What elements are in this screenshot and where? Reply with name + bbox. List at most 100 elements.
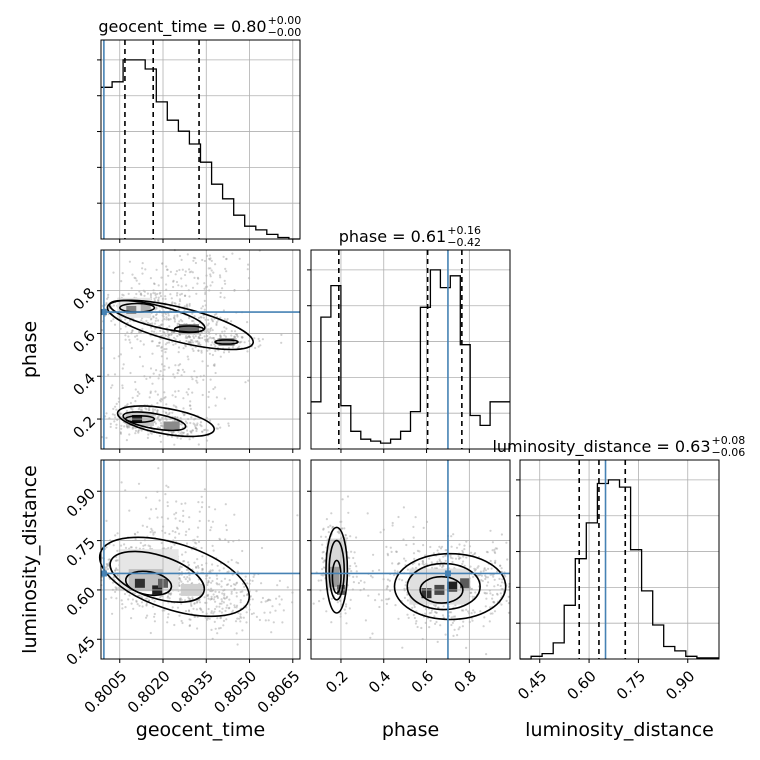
scatter-point bbox=[167, 613, 170, 616]
scatter-point bbox=[221, 592, 224, 595]
scatter-point bbox=[153, 531, 156, 534]
scatter-point bbox=[359, 579, 362, 582]
scatter-point bbox=[166, 596, 169, 599]
contour-line bbox=[214, 339, 239, 345]
scatter-point bbox=[270, 631, 273, 634]
scatter-point bbox=[489, 559, 492, 563]
scatter-point bbox=[112, 271, 115, 274]
scatter-point bbox=[227, 583, 230, 586]
scatter-point bbox=[167, 546, 170, 550]
scatter-point bbox=[137, 431, 140, 434]
scatter-point bbox=[231, 252, 234, 255]
scatter-point bbox=[174, 338, 177, 341]
scatter-point bbox=[213, 363, 216, 366]
scatter-point bbox=[176, 372, 179, 375]
scatter-point bbox=[200, 495, 203, 498]
scatter-point bbox=[436, 640, 439, 644]
scatter-point bbox=[160, 355, 163, 358]
scatter-point bbox=[329, 524, 332, 527]
scatter-point bbox=[341, 527, 344, 530]
scatter-point bbox=[113, 373, 117, 376]
scatter-point bbox=[195, 608, 198, 611]
scatter-point bbox=[112, 304, 115, 307]
scatter-point bbox=[235, 581, 239, 584]
scatter-point bbox=[188, 335, 191, 338]
scatter-point bbox=[105, 412, 108, 415]
scatter-point bbox=[160, 541, 163, 545]
scatter-point bbox=[154, 390, 157, 393]
scatter-point bbox=[178, 303, 181, 306]
scatter-point bbox=[397, 562, 400, 565]
scatter-point bbox=[197, 349, 200, 352]
scatter-point bbox=[218, 583, 221, 586]
scatter-point bbox=[172, 431, 175, 434]
scatter-point bbox=[254, 346, 257, 350]
scatter-point bbox=[171, 606, 174, 609]
scatter-point bbox=[230, 584, 233, 588]
scatter-point bbox=[236, 617, 239, 620]
scatter-point bbox=[201, 568, 204, 571]
scatter-point bbox=[241, 336, 244, 339]
scatter-point bbox=[183, 273, 187, 277]
scatter-point bbox=[197, 526, 200, 529]
scatter-point bbox=[420, 626, 423, 630]
reference-lines bbox=[100, 40, 627, 659]
scatter-point bbox=[201, 555, 204, 558]
scatter-point bbox=[275, 597, 278, 600]
scatter-point bbox=[173, 543, 176, 546]
scatter-point bbox=[119, 431, 122, 434]
scatter-point bbox=[493, 601, 496, 604]
scatter-point bbox=[224, 335, 227, 338]
scatter-point bbox=[321, 551, 324, 554]
scatter-point bbox=[264, 619, 267, 622]
scatter-point bbox=[125, 409, 129, 413]
scatter-point bbox=[157, 299, 160, 302]
scatter-point bbox=[236, 643, 239, 646]
scatter-point bbox=[172, 373, 175, 376]
scatter-point bbox=[403, 557, 406, 560]
scatter-point bbox=[395, 550, 398, 553]
scatter-point bbox=[226, 317, 229, 321]
contour-line bbox=[328, 539, 346, 601]
scatter-point bbox=[110, 386, 113, 389]
scatter-point bbox=[178, 567, 181, 570]
scatter-point bbox=[327, 531, 330, 534]
scatter-point bbox=[141, 365, 144, 368]
scatter-point bbox=[147, 406, 151, 410]
scatter-point bbox=[186, 429, 189, 432]
scatter-point bbox=[136, 390, 140, 393]
scatter-point bbox=[209, 329, 212, 332]
scatter-point bbox=[199, 337, 202, 340]
density-cell bbox=[163, 421, 180, 430]
scatter-point bbox=[136, 394, 139, 397]
scatter-point bbox=[390, 550, 393, 554]
scatter-point bbox=[149, 367, 153, 370]
title-upper-error: +0.00 bbox=[268, 14, 302, 27]
scatter-point bbox=[210, 259, 213, 262]
scatter-point bbox=[166, 268, 169, 271]
scatter-point bbox=[157, 298, 160, 301]
scatter-point bbox=[149, 531, 152, 534]
scatter-point bbox=[179, 437, 182, 440]
scatter-point bbox=[207, 322, 210, 325]
scatter-point bbox=[115, 568, 118, 571]
scatter-point bbox=[166, 504, 169, 508]
scatter-point bbox=[421, 559, 424, 563]
scatter-point bbox=[227, 350, 231, 354]
scatter-point bbox=[106, 297, 109, 300]
scatter-point bbox=[240, 340, 243, 343]
scatter-point bbox=[200, 546, 203, 550]
scatter-point bbox=[505, 599, 508, 603]
scatter-point bbox=[349, 535, 352, 538]
scatter-point bbox=[105, 562, 108, 566]
scatter-point bbox=[115, 587, 118, 590]
scatter-point bbox=[168, 532, 171, 536]
scatter-point bbox=[113, 420, 116, 423]
scatter-point bbox=[413, 605, 416, 609]
scatter-point bbox=[149, 294, 152, 297]
scatter-point bbox=[178, 300, 182, 303]
scatter-point bbox=[195, 427, 198, 431]
scatter-point bbox=[123, 425, 126, 428]
scatter-point bbox=[156, 416, 159, 419]
scatter-point bbox=[160, 397, 163, 400]
